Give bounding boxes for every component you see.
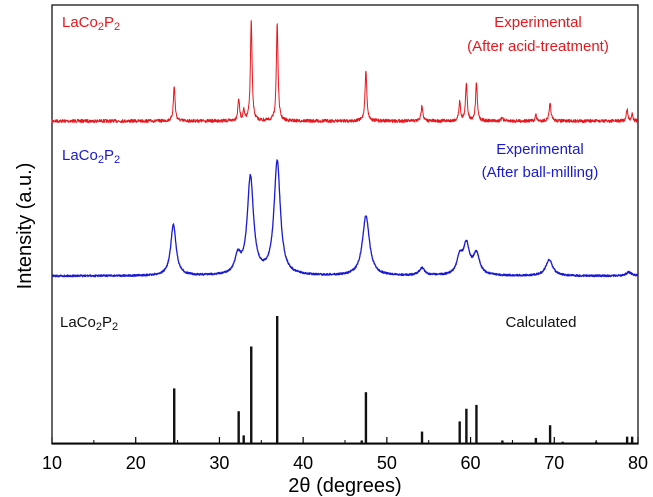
calculated-peak-bar — [237, 411, 240, 443]
formula-sub: 2 — [98, 154, 104, 166]
calculated-peak-bar — [250, 346, 253, 443]
formula-part: P — [104, 147, 114, 164]
calculated-peak-bar — [561, 441, 564, 443]
x-tick-label: 80 — [628, 453, 648, 473]
formula-part: P — [104, 14, 114, 31]
formula-sub: 2 — [114, 21, 120, 33]
annotation-ball-line2: (After ball-milling) — [482, 164, 599, 181]
calculated-peak-bar — [360, 440, 363, 443]
calculated-peak-bar — [420, 431, 424, 443]
annotation-ball-line1: Experimental — [496, 141, 584, 158]
formula-sub: 2 — [96, 321, 102, 333]
formula-part: LaCo — [60, 314, 96, 331]
x-tick-label: 50 — [377, 453, 397, 473]
x-tick-label: 40 — [293, 453, 313, 473]
calculated-peak-bar — [534, 437, 538, 443]
calculated-sticks — [52, 316, 638, 444]
formula-sub: 2 — [114, 154, 120, 166]
acid-treated-pattern-line — [51, 20, 639, 124]
calculated-peak-bar — [475, 404, 478, 443]
annotation-acid-line2: (After acid-treatment) — [467, 38, 609, 55]
calculated-peak-bar — [465, 408, 468, 443]
calculated-peak-bar — [242, 435, 245, 443]
calculated-peak-bar — [630, 436, 634, 443]
x-tick-label: 60 — [461, 453, 481, 473]
ball-milled-pattern-line — [51, 159, 639, 278]
calculated-peak-bar — [548, 425, 552, 443]
calculated-peak-bar — [625, 436, 629, 443]
x-tick-label: 10 — [42, 453, 62, 473]
x-tick-label: 70 — [544, 453, 564, 473]
series-label-calc: LaCo2P2 — [60, 314, 118, 333]
x-axis-label: 2θ (degrees) — [288, 475, 401, 497]
calculated-peak-bar — [458, 421, 461, 443]
annotation-calculated: Calculated — [506, 314, 577, 331]
y-axis-label: Intensity (a.u.) — [14, 163, 36, 290]
annotation-acid-line1: Experimental — [494, 14, 582, 31]
x-tick-label: 30 — [209, 453, 229, 473]
formula-sub: 2 — [112, 321, 118, 333]
calculated-peak-bar — [501, 440, 504, 443]
series-label-acid: LaCo2P2 — [62, 14, 120, 33]
formula-part: LaCo — [62, 147, 98, 164]
formula-part: LaCo — [62, 14, 98, 31]
series-label-ball: LaCo2P2 — [62, 147, 120, 166]
formula-part: P — [102, 314, 112, 331]
calculated-peak-bar — [173, 388, 176, 443]
calculated-peak-bar — [364, 392, 368, 443]
x-ticks-group: 10 20 30 40 50 60 70 80 — [42, 437, 648, 473]
x-tick-label: 20 — [126, 453, 146, 473]
calculated-peak-bar — [275, 316, 279, 443]
formula-sub: 2 — [98, 21, 104, 33]
plot-frame — [51, 4, 639, 445]
traces-group — [51, 20, 639, 444]
